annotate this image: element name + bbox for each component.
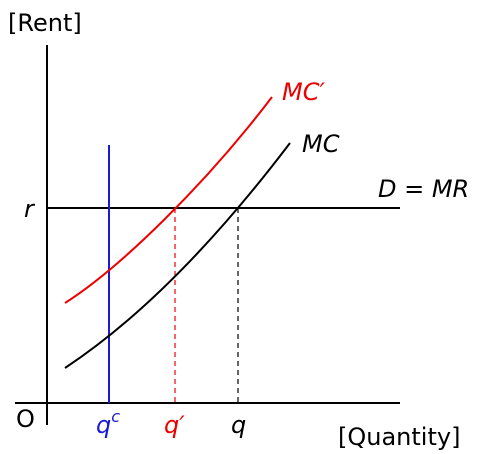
x-axis-label: [Quantity]	[338, 423, 460, 451]
y-axis-label: [Rent]	[8, 9, 82, 37]
qc-sup: c	[111, 407, 120, 426]
mc-label: MC	[302, 130, 340, 158]
mc-prime-curve	[64, 96, 273, 304]
q-label: q	[231, 411, 246, 439]
qc-label: qc	[96, 407, 120, 440]
demand-label: D = MR	[378, 175, 469, 203]
qc-base: q	[96, 411, 111, 439]
mc-curve	[64, 142, 291, 369]
price-label: r	[24, 195, 36, 223]
mc-prime-label: MC′	[282, 78, 325, 106]
origin-label: O	[16, 405, 35, 433]
q-prime-label: q′	[164, 411, 185, 439]
